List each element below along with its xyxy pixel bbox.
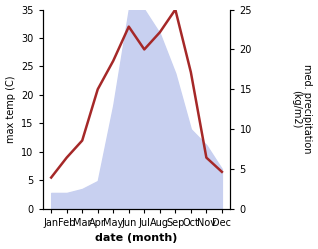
Y-axis label: med. precipitation
(kg/m2): med. precipitation (kg/m2)	[291, 64, 313, 154]
Y-axis label: max temp (C): max temp (C)	[5, 75, 16, 143]
X-axis label: date (month): date (month)	[95, 234, 178, 244]
